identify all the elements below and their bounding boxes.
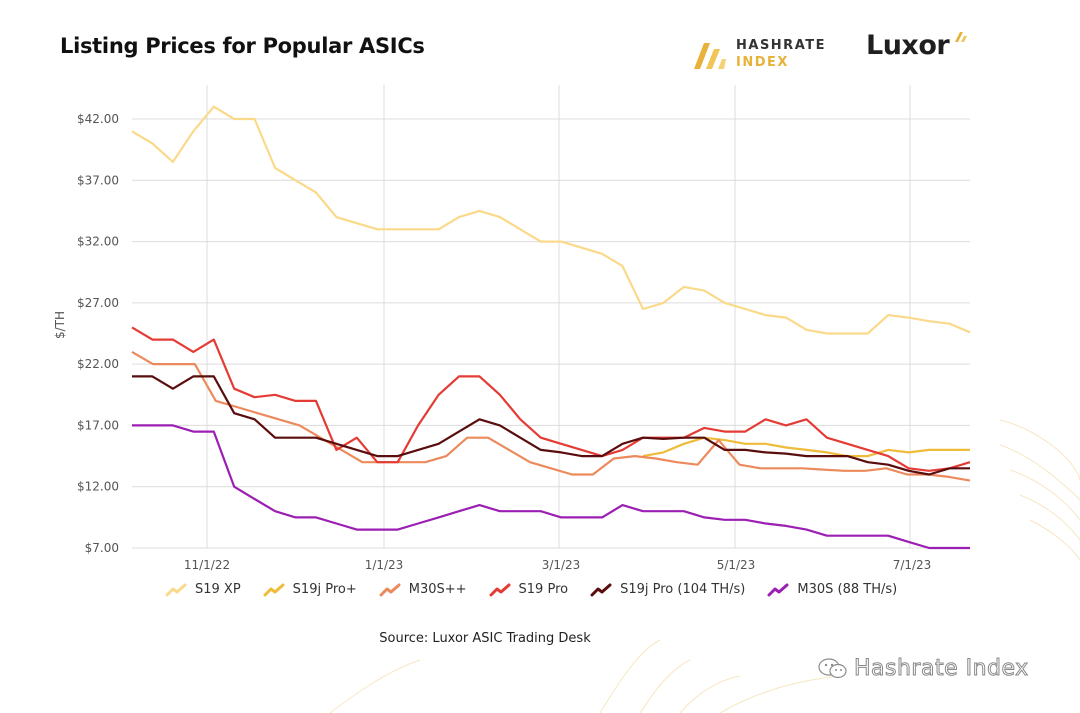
legend-swatch-icon bbox=[489, 583, 511, 596]
y-axis-label: $/TH bbox=[53, 311, 67, 339]
y-tick-label: $32.00 bbox=[77, 235, 119, 249]
series-line bbox=[642, 436, 970, 458]
watermark-text: Hashrate Index bbox=[854, 656, 1029, 682]
legend-label: M30S++ bbox=[408, 582, 467, 597]
legend-swatch-icon bbox=[263, 583, 285, 596]
legend-swatch-icon bbox=[590, 583, 612, 596]
legend-item: M30S++ bbox=[379, 582, 467, 597]
hashrate-logo-line1: HASHRATE bbox=[736, 38, 826, 53]
source-text: Source: Luxor ASIC Trading Desk bbox=[379, 631, 591, 646]
series-line bbox=[132, 375, 970, 476]
y-tick-label: $27.00 bbox=[77, 296, 119, 310]
x-tick-label: 5/1/23 bbox=[717, 558, 756, 572]
legend-label: S19j Pro+ bbox=[292, 582, 357, 597]
x-tick-label: 11/1/22 bbox=[184, 558, 230, 572]
legend-item: S19 Pro bbox=[489, 582, 569, 597]
x-tick-label: 1/1/23 bbox=[365, 558, 404, 572]
legend-swatch-icon bbox=[379, 583, 401, 596]
legend-item: S19j Pro (104 TH/s) bbox=[590, 582, 745, 597]
y-tick-label: $37.00 bbox=[77, 173, 119, 187]
watermark: Hashrate Index bbox=[818, 656, 1029, 682]
legend-item: S19j Pro+ bbox=[263, 582, 357, 597]
legend-label: S19 Pro bbox=[518, 582, 569, 597]
y-tick-label: $17.00 bbox=[77, 418, 119, 432]
legend-swatch-icon bbox=[165, 583, 187, 596]
luxor-logo-mark-icon bbox=[955, 32, 967, 42]
luxor-logo: Luxor bbox=[866, 30, 950, 61]
hashrate-logo-line2: INDEX bbox=[736, 55, 789, 70]
hashrate-index-logo-icon bbox=[694, 43, 726, 69]
chart-title: Listing Prices for Popular ASICs bbox=[60, 34, 425, 58]
hashrate-index-logo: HASHRATE INDEX bbox=[692, 34, 826, 74]
legend-item: M30S (88 TH/s) bbox=[767, 582, 897, 597]
legend-label: M30S (88 TH/s) bbox=[797, 582, 898, 597]
y-tick-label: $22.00 bbox=[77, 357, 119, 371]
source-note: Source: Luxor ASIC Trading Desk bbox=[0, 631, 970, 646]
series-line bbox=[131, 326, 971, 472]
y-tick-label: $42.00 bbox=[77, 112, 119, 126]
y-tick-label: $7.00 bbox=[85, 541, 119, 555]
chart-legend: S19 XP S19j Pro+ M30S++ S19 Pro S19j Pro (10… bbox=[165, 582, 897, 597]
x-tick-label: 7/1/23 bbox=[893, 558, 932, 572]
legend-swatch-icon bbox=[767, 583, 789, 596]
series-line bbox=[132, 424, 970, 550]
y-tick-label: $12.00 bbox=[77, 480, 119, 494]
legend-label: S19 XP bbox=[195, 582, 241, 597]
legend-item: S19 XP bbox=[165, 582, 241, 597]
legend-label: S19j Pro (104 TH/s) bbox=[620, 582, 746, 597]
series-line bbox=[131, 350, 971, 482]
wechat-icon bbox=[818, 657, 847, 678]
series-line bbox=[131, 105, 971, 335]
x-tick-label: 3/1/23 bbox=[542, 558, 581, 572]
